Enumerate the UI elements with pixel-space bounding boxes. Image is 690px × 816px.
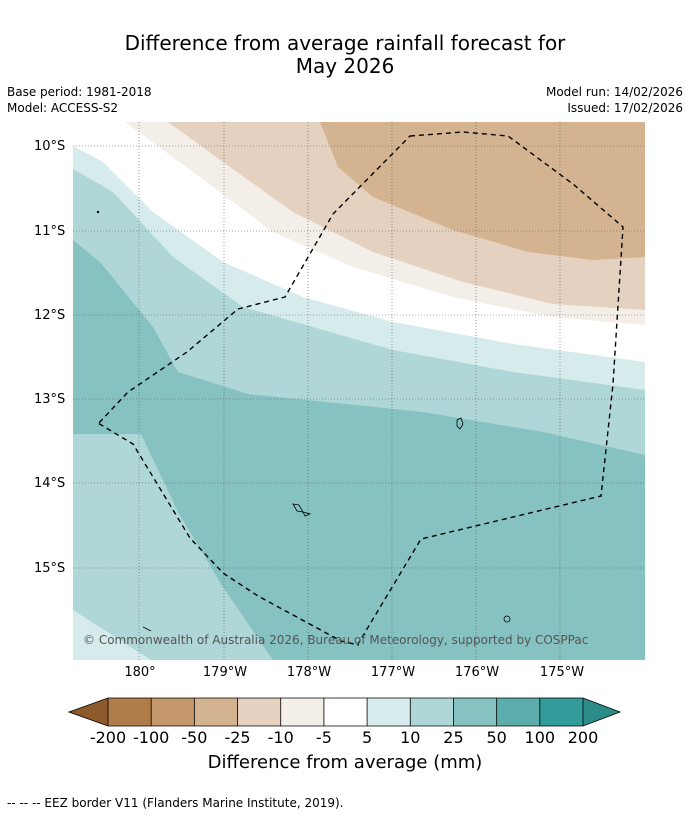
copyright-notice: © Commonwealth of Australia 2026, Bureau… (83, 633, 589, 647)
island-northwest (96, 210, 100, 214)
colorbar-swatch (194, 698, 239, 726)
model-run: Model run: 14/02/2026 (545, 85, 683, 99)
colorbar-tick-label: -5 (315, 728, 332, 747)
eez-border (97, 131, 624, 646)
lat-label: 12°S (34, 308, 66, 323)
lon-label: 176°W (454, 665, 500, 680)
lon-label: 179°W (202, 665, 248, 680)
colorbar-swatch (453, 698, 498, 726)
colorbar-swatch (108, 698, 152, 726)
colorbar-swatch (237, 698, 282, 726)
zone-plus-5-10-southwest (73, 610, 151, 660)
lat-label: 14°S (34, 476, 66, 491)
eez-legend: -- -- -- EEZ border V11 (Flanders Marine… (7, 796, 344, 810)
zone-minus-25-50 (320, 122, 645, 260)
zone-plus-10-25-southwest (73, 434, 273, 660)
colorbar-swatch (151, 698, 195, 726)
colorbar-swatch (69, 698, 108, 726)
colorbar-tick-label: 50 (486, 728, 507, 747)
lat-label: 10°S (34, 139, 66, 154)
colorbar-swatch (280, 698, 325, 726)
base-period: Base period: 1981-2018 (7, 85, 152, 99)
lon-label: 178°W (286, 665, 332, 680)
colorbar-tick-label: 5 (361, 728, 373, 747)
colorbar-swatch (539, 698, 584, 726)
islands (96, 210, 511, 632)
colorbar-swatch (323, 698, 368, 726)
colorbar-swatch (496, 698, 541, 726)
colorbar-tick-label: -50 (181, 728, 208, 747)
colorbar-tick-label: -25 (224, 728, 251, 747)
colorbar-swatch (410, 698, 454, 726)
lon-label: 175°W (539, 665, 585, 680)
lon-label: 177°W (370, 665, 416, 680)
island-east (456, 417, 464, 430)
gridlines (73, 122, 645, 660)
colorbar-swatch (367, 698, 411, 726)
chart-title-line1: Difference from average rainfall forecas… (124, 31, 566, 55)
colorbar-tick-label: 200 (567, 728, 599, 747)
lat-label: 15°S (34, 561, 66, 576)
colorbar-tick-label: 10 (400, 728, 421, 747)
lon-label: 180° (124, 665, 156, 680)
colorbar-tick-label: -200 (89, 728, 127, 747)
colorbar-tick-label: 100 (524, 728, 556, 747)
colorbar-swatch (583, 698, 620, 726)
model-name: Model: ACCESS-S2 (7, 101, 119, 115)
lat-label: 11°S (34, 224, 66, 239)
lat-label: 13°S (34, 392, 66, 407)
chart-title-line2: May 2026 (295, 54, 395, 78)
colorbar-title: Difference from average (mm) (207, 752, 483, 773)
island-central-small (302, 511, 312, 517)
issued-date: Issued: 17/02/2026 (567, 101, 683, 115)
colorbar-tick-label: -100 (133, 728, 170, 747)
island-southwest (142, 626, 152, 632)
colorbar-tick-label: -10 (267, 728, 294, 747)
rainfall-map (73, 122, 645, 660)
colorbar (68, 697, 622, 727)
island-southeast (503, 615, 511, 623)
colorbar-outline (68, 697, 622, 727)
colorbar-tick-label: 25 (443, 728, 464, 747)
